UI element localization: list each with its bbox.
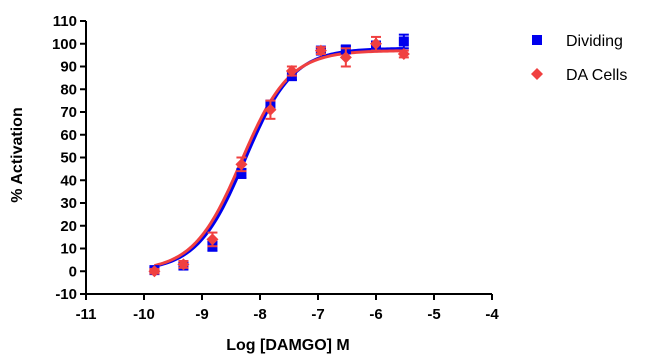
data-point-da-cells <box>235 156 248 173</box>
data-point-da-cells <box>314 44 327 57</box>
axes: -10 0 10 20 30 40 50 60 70 80 90 100 110 -11 -10 -9 -8 -7… <box>52 13 499 323</box>
marker-diamond <box>148 265 161 278</box>
data-point-da-cells <box>264 99 277 120</box>
y-tick-label: 30 <box>60 195 77 212</box>
y-tick-label: 20 <box>60 218 77 235</box>
y-tick-label: 50 <box>60 150 77 167</box>
x-tick-label: -6 <box>369 306 382 323</box>
x-tick-label: -8 <box>253 306 266 323</box>
legend-marker-dividing <box>532 35 542 45</box>
legend-marker-da-cells <box>531 68 543 80</box>
y-tick-label: 70 <box>60 104 77 121</box>
data-point-da-cells <box>370 35 382 52</box>
data-point-da-cells <box>397 47 410 60</box>
x-axis-title: Log [DAMGO] M <box>226 337 350 354</box>
data-point-da-cells <box>339 47 352 68</box>
marker-diamond <box>206 233 219 246</box>
fit-curves <box>154 47 404 268</box>
marker-diamond <box>339 51 352 64</box>
y-axis-title: % Activation <box>9 107 26 202</box>
y-tick-label: 100 <box>52 36 77 53</box>
legend-label-da-cells: DA Cells <box>566 67 627 84</box>
x-tick-label: -9 <box>195 306 208 323</box>
x-tick-label: -10 <box>133 306 155 323</box>
x-tick-label: -7 <box>311 306 324 323</box>
data-point-da-cells <box>177 258 190 271</box>
y-tick-label: 60 <box>60 127 77 144</box>
y-tick-label: 10 <box>60 241 77 258</box>
legend-item-da-cells: DA Cells <box>531 67 627 84</box>
x-tick-label: -5 <box>427 306 440 323</box>
y-tick-label: 110 <box>53 13 77 30</box>
data-point-da-cells <box>285 65 298 78</box>
marker-square <box>398 36 409 47</box>
marker-diamond <box>314 44 327 57</box>
legend-item-dividing: Dividing <box>532 33 623 50</box>
marker-diamond <box>370 37 382 50</box>
data-point-da-cells <box>206 231 219 248</box>
fit-curve-da-cells <box>154 49 404 267</box>
y-tick-label: 80 <box>60 81 77 98</box>
x-tick-label: -11 <box>76 306 97 323</box>
legend-label-dividing: Dividing <box>566 33 623 50</box>
data-point-da-cells <box>148 265 161 278</box>
data-point-dividing <box>398 33 409 50</box>
y-tick-label: -10 <box>55 286 77 303</box>
fit-curve-dividing <box>154 47 404 268</box>
marker-diamond <box>235 158 248 171</box>
marker-diamond <box>285 65 298 78</box>
legend: Dividing DA Cells <box>531 33 627 84</box>
x-tick-label: -4 <box>485 306 499 323</box>
y-tick-label: 90 <box>60 59 77 76</box>
marker-diamond <box>264 103 277 116</box>
marker-diamond <box>397 47 410 60</box>
y-tick-label: 40 <box>60 172 77 189</box>
y-tick-label: 0 <box>69 263 77 280</box>
marker-diamond <box>177 258 190 271</box>
data-points <box>148 33 410 278</box>
marker-square <box>236 168 247 179</box>
